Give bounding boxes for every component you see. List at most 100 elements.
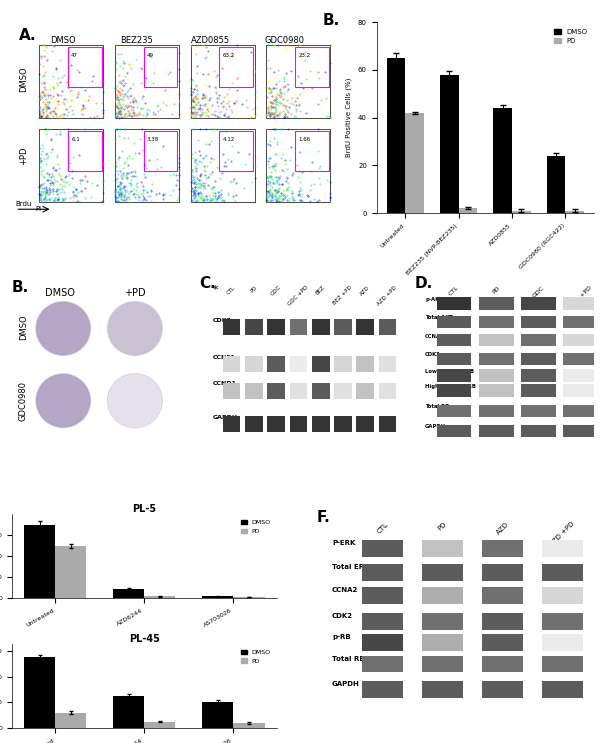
- Circle shape: [109, 302, 161, 354]
- FancyBboxPatch shape: [268, 416, 285, 432]
- FancyBboxPatch shape: [521, 316, 556, 328]
- FancyBboxPatch shape: [482, 587, 523, 604]
- FancyBboxPatch shape: [521, 297, 556, 310]
- FancyBboxPatch shape: [521, 404, 556, 417]
- Bar: [458, 208, 478, 213]
- Text: DMSO: DMSO: [19, 314, 28, 340]
- Text: PD: PD: [491, 285, 501, 294]
- FancyBboxPatch shape: [245, 319, 263, 335]
- FancyBboxPatch shape: [334, 383, 352, 398]
- FancyBboxPatch shape: [437, 425, 472, 437]
- FancyBboxPatch shape: [482, 655, 523, 672]
- Text: DMSO: DMSO: [50, 36, 76, 45]
- Circle shape: [109, 374, 161, 426]
- FancyBboxPatch shape: [362, 564, 403, 580]
- Bar: [233, 723, 265, 728]
- FancyBboxPatch shape: [223, 356, 241, 372]
- Text: BEZ: BEZ: [315, 285, 326, 296]
- Text: CTL: CTL: [448, 285, 460, 296]
- Y-axis label: BrdU Positive Cells (%): BrdU Positive Cells (%): [346, 78, 352, 158]
- FancyBboxPatch shape: [379, 356, 397, 372]
- FancyBboxPatch shape: [362, 540, 403, 557]
- FancyBboxPatch shape: [563, 297, 598, 310]
- FancyBboxPatch shape: [362, 681, 403, 698]
- FancyBboxPatch shape: [223, 319, 241, 335]
- FancyBboxPatch shape: [482, 681, 523, 698]
- FancyBboxPatch shape: [437, 404, 472, 417]
- FancyBboxPatch shape: [479, 297, 514, 310]
- FancyBboxPatch shape: [362, 613, 403, 630]
- Text: +PD: +PD: [19, 146, 28, 165]
- Text: Total RB: Total RB: [332, 656, 365, 662]
- Circle shape: [36, 302, 91, 355]
- Text: +PD: +PD: [124, 288, 146, 298]
- Text: 1.66: 1.66: [299, 137, 311, 142]
- FancyBboxPatch shape: [39, 129, 103, 201]
- FancyBboxPatch shape: [362, 655, 403, 672]
- Text: GAPDH: GAPDH: [332, 681, 360, 687]
- FancyBboxPatch shape: [437, 297, 472, 310]
- FancyBboxPatch shape: [362, 635, 403, 651]
- Title: PL-45: PL-45: [129, 634, 160, 643]
- FancyBboxPatch shape: [356, 383, 374, 398]
- FancyBboxPatch shape: [479, 352, 514, 365]
- Text: Total AKT: Total AKT: [425, 315, 453, 320]
- Text: p-RB: p-RB: [332, 635, 351, 640]
- FancyBboxPatch shape: [479, 404, 514, 417]
- FancyBboxPatch shape: [312, 383, 329, 398]
- FancyBboxPatch shape: [379, 383, 397, 398]
- FancyBboxPatch shape: [356, 319, 374, 335]
- FancyBboxPatch shape: [422, 635, 463, 651]
- Text: GDC0980: GDC0980: [19, 380, 28, 421]
- FancyBboxPatch shape: [356, 356, 374, 372]
- FancyBboxPatch shape: [563, 425, 598, 437]
- FancyBboxPatch shape: [290, 383, 307, 398]
- Bar: [512, 211, 531, 213]
- Bar: [493, 108, 512, 213]
- Text: 3.38: 3.38: [147, 137, 159, 142]
- FancyBboxPatch shape: [223, 416, 241, 432]
- Text: Higher Exp. p-RB: Higher Exp. p-RB: [425, 384, 476, 389]
- FancyBboxPatch shape: [437, 384, 472, 397]
- FancyBboxPatch shape: [437, 334, 472, 346]
- Text: AZD: AZD: [359, 285, 371, 296]
- Circle shape: [37, 302, 89, 354]
- FancyBboxPatch shape: [223, 383, 241, 398]
- FancyBboxPatch shape: [266, 129, 331, 201]
- FancyBboxPatch shape: [115, 45, 179, 117]
- Text: CCNA2: CCNA2: [425, 334, 445, 339]
- FancyBboxPatch shape: [542, 655, 583, 672]
- FancyBboxPatch shape: [362, 587, 403, 604]
- FancyBboxPatch shape: [563, 352, 598, 365]
- Text: B.: B.: [12, 280, 29, 295]
- Bar: [405, 113, 424, 213]
- FancyBboxPatch shape: [422, 613, 463, 630]
- Bar: [113, 696, 144, 728]
- Text: CCND1: CCND1: [213, 381, 237, 386]
- Text: CDK2: CDK2: [425, 352, 441, 357]
- Text: AZD +PD: AZD +PD: [377, 285, 398, 307]
- Text: Brdu: Brdu: [16, 201, 32, 207]
- Circle shape: [107, 302, 162, 355]
- FancyBboxPatch shape: [563, 404, 598, 417]
- Bar: [386, 58, 405, 213]
- FancyBboxPatch shape: [268, 319, 285, 335]
- Text: 63.2: 63.2: [223, 53, 235, 59]
- Text: CTL: CTL: [226, 285, 237, 296]
- Text: C.: C.: [200, 276, 217, 291]
- Text: 6.1: 6.1: [71, 137, 80, 142]
- FancyBboxPatch shape: [334, 356, 352, 372]
- FancyBboxPatch shape: [422, 564, 463, 580]
- Bar: [144, 596, 175, 598]
- Text: 49: 49: [147, 53, 154, 59]
- Text: BEZ +PD: BEZ +PD: [332, 285, 353, 306]
- Text: PD: PD: [437, 521, 448, 532]
- FancyBboxPatch shape: [422, 655, 463, 672]
- Bar: [202, 702, 233, 728]
- Text: CDK2: CDK2: [332, 613, 353, 619]
- FancyBboxPatch shape: [245, 383, 263, 398]
- FancyBboxPatch shape: [39, 45, 103, 117]
- Text: GDC +PD: GDC +PD: [568, 285, 593, 310]
- Legend: DMSO, PD: DMSO, PD: [551, 26, 590, 47]
- FancyBboxPatch shape: [290, 416, 307, 432]
